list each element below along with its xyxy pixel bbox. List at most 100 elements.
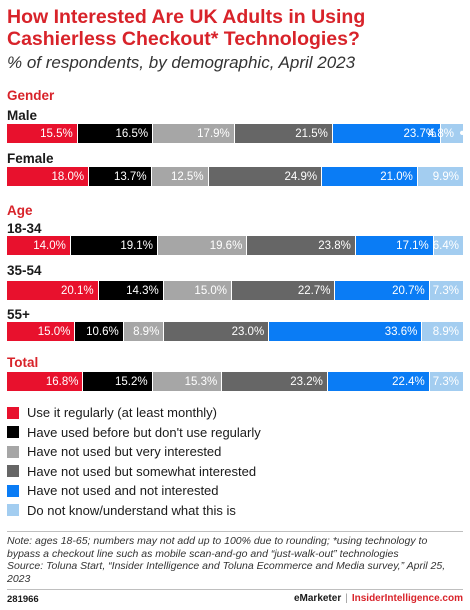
bar-segment: 15.2% bbox=[83, 372, 153, 391]
bar-data-label: 18.0% bbox=[51, 170, 85, 183]
chart-title: How Interested Are UK Adults in Using Ca… bbox=[7, 6, 366, 50]
bar-segment: 18.0% bbox=[7, 167, 90, 186]
bar-total: 16.8% 15.2% 15.3% 23.2% 22.4% 7.3% bbox=[7, 372, 463, 391]
bar-segment: 22.4% bbox=[327, 372, 430, 391]
footnote: Note: ages 18-65; numbers may not add up… bbox=[7, 535, 463, 585]
bar-segment: 15.0% bbox=[7, 322, 76, 341]
bar-55-plus: 15.0% 10.6% 8.9% 23.0% 33.6% 8.9% bbox=[7, 322, 463, 341]
bar-segment: 21.0% bbox=[322, 167, 418, 186]
legend-label: Have not used but very interested bbox=[27, 444, 222, 460]
bar-data-label: 23.2% bbox=[290, 375, 323, 388]
bar-segment: 22.7% bbox=[232, 281, 336, 300]
bar-data-label: 23.8% bbox=[318, 239, 351, 252]
bar-segment: 20.7% bbox=[335, 281, 430, 300]
legend-item: Have not used but somewhat interested bbox=[7, 462, 463, 482]
bar-segment: 16.8% bbox=[7, 372, 84, 391]
bar-data-label: 8.9% bbox=[133, 325, 160, 338]
legend-swatch bbox=[7, 445, 19, 458]
bar-data-label: 8.9% bbox=[432, 325, 459, 338]
legend-label: Have not used but somewhat interested bbox=[27, 463, 257, 479]
legend-item: Have not used but very interested bbox=[7, 442, 463, 462]
bar-segment: 15.3% bbox=[152, 372, 223, 391]
bar-segment: 14.3% bbox=[98, 281, 164, 300]
bar-segment: 33.6% bbox=[269, 322, 423, 341]
footer-brand: eMarketer | InsiderIntelligence.com bbox=[294, 593, 463, 604]
bar-female: 18.0% 13.7% 12.5% 24.9% 21.0% 9.9% bbox=[7, 167, 463, 186]
bar-data-label: 22.7% bbox=[297, 284, 331, 297]
bar-data-label: 15.5% bbox=[40, 127, 73, 140]
bar-segment: 8.9% bbox=[123, 322, 165, 341]
bar-segment: 13.7% bbox=[89, 167, 152, 186]
bar-data-label: 20.7% bbox=[392, 284, 425, 297]
bar-segment: 23.0% bbox=[164, 322, 270, 341]
bar-data-label: 16.5% bbox=[115, 127, 149, 140]
legend-item: Do not know/understand what this is bbox=[7, 501, 463, 521]
bar-segment: 10.6% bbox=[75, 322, 124, 341]
bar-segment: 23.8% bbox=[247, 236, 356, 255]
bar-segment: 19.1% bbox=[70, 236, 158, 255]
bar-data-label: 19.6% bbox=[209, 239, 243, 252]
bar-segment: • 4.8% bbox=[428, 124, 465, 143]
bar-segment: 23.2% bbox=[222, 372, 328, 391]
bar-segment: 24.9% bbox=[208, 167, 323, 186]
bar-data-label: 12.5% bbox=[170, 170, 204, 183]
bar-segment: 6.4% bbox=[432, 236, 463, 255]
bar-segment: 19.6% bbox=[157, 236, 248, 255]
brand-name: eMarketer bbox=[293, 593, 342, 604]
bar-data-label: 9.9% bbox=[432, 170, 459, 183]
bar-data-label: 33.6% bbox=[384, 325, 418, 338]
bar-data-label: 4.8% bbox=[427, 127, 454, 140]
group-label-male: Male bbox=[7, 108, 38, 123]
bar-data-label: 15.0% bbox=[37, 325, 71, 338]
bar-data-label: 10.6% bbox=[86, 325, 119, 338]
bar-segment: 15.5% bbox=[7, 124, 78, 143]
bar-segment: 7.3% bbox=[429, 281, 463, 300]
bar-data-label: 14.0% bbox=[33, 239, 66, 252]
bar-35-54: 20.1% 14.3% 15.0% 22.7% 20.7% 7.3% bbox=[7, 281, 463, 300]
legend-swatch bbox=[7, 426, 19, 439]
bar-segment: 15.0% bbox=[163, 281, 233, 300]
bar-segment: 7.3% bbox=[429, 372, 463, 391]
section-label-gender: Gender bbox=[7, 88, 55, 103]
group-label-18-34: 18-34 bbox=[7, 221, 42, 236]
bar-data-label: 16.8% bbox=[45, 375, 79, 388]
legend-swatch bbox=[7, 504, 19, 517]
chart-legend: Use it regularly (at least monthly) Have… bbox=[7, 403, 463, 520]
bar-data-label: 22.4% bbox=[392, 375, 425, 388]
bar-data-label: 13.7% bbox=[113, 170, 147, 183]
brand-separator: | bbox=[345, 593, 348, 604]
bar-data-label: 24.9% bbox=[284, 170, 318, 183]
legend-swatch bbox=[7, 406, 19, 419]
bar-male: 15.5% 16.5% 17.9% 21.5% 23.7% • 4.8% bbox=[7, 124, 465, 143]
bar-segment: 23.7% bbox=[332, 124, 442, 143]
bar-data-marker: • bbox=[459, 124, 465, 142]
bar-data-label: 17.1% bbox=[396, 239, 429, 252]
bar-18-34: 14.0% 19.1% 19.6% 23.8% 17.1% 6.4% bbox=[7, 236, 463, 255]
bar-data-label: 7.3% bbox=[432, 375, 459, 388]
bar-segment: 17.1% bbox=[355, 236, 434, 255]
section-label-total: Total bbox=[7, 355, 39, 370]
bar-segment: 20.1% bbox=[7, 281, 99, 300]
group-label-55-plus: 55+ bbox=[7, 307, 30, 322]
legend-swatch bbox=[7, 484, 19, 497]
bar-data-label: 21.0% bbox=[380, 170, 413, 183]
group-label-female: Female bbox=[7, 151, 54, 166]
chart-subtitle: % of respondents, by demographic, April … bbox=[7, 53, 356, 72]
footnote-note: Note: ages 18-65; numbers may not add up… bbox=[7, 535, 428, 560]
legend-label: Have used before but don't use regularly bbox=[27, 424, 261, 440]
legend-label: Use it regularly (at least monthly) bbox=[27, 405, 218, 421]
bar-data-label: 14.3% bbox=[126, 284, 159, 297]
bar-data-label: 19.1% bbox=[120, 239, 153, 252]
bar-data-label: 17.9% bbox=[197, 127, 230, 140]
legend-label: Have not used and not interested bbox=[27, 483, 219, 499]
footnote-source: Source: Toluna Start, “Insider Intellige… bbox=[7, 560, 446, 585]
bar-segment: 9.9% bbox=[417, 167, 463, 186]
bar-data-label: 15.2% bbox=[115, 375, 148, 388]
bar-data-label: 15.0% bbox=[194, 284, 228, 297]
legend-item: Have used before but don't use regularly bbox=[7, 423, 463, 443]
bar-segment: 14.0% bbox=[7, 236, 71, 255]
bar-segment: 8.9% bbox=[422, 322, 463, 341]
bar-data-label: 6.4% bbox=[432, 239, 459, 252]
bar-segment: 16.5% bbox=[77, 124, 154, 143]
bar-segment: 12.5% bbox=[151, 167, 209, 186]
